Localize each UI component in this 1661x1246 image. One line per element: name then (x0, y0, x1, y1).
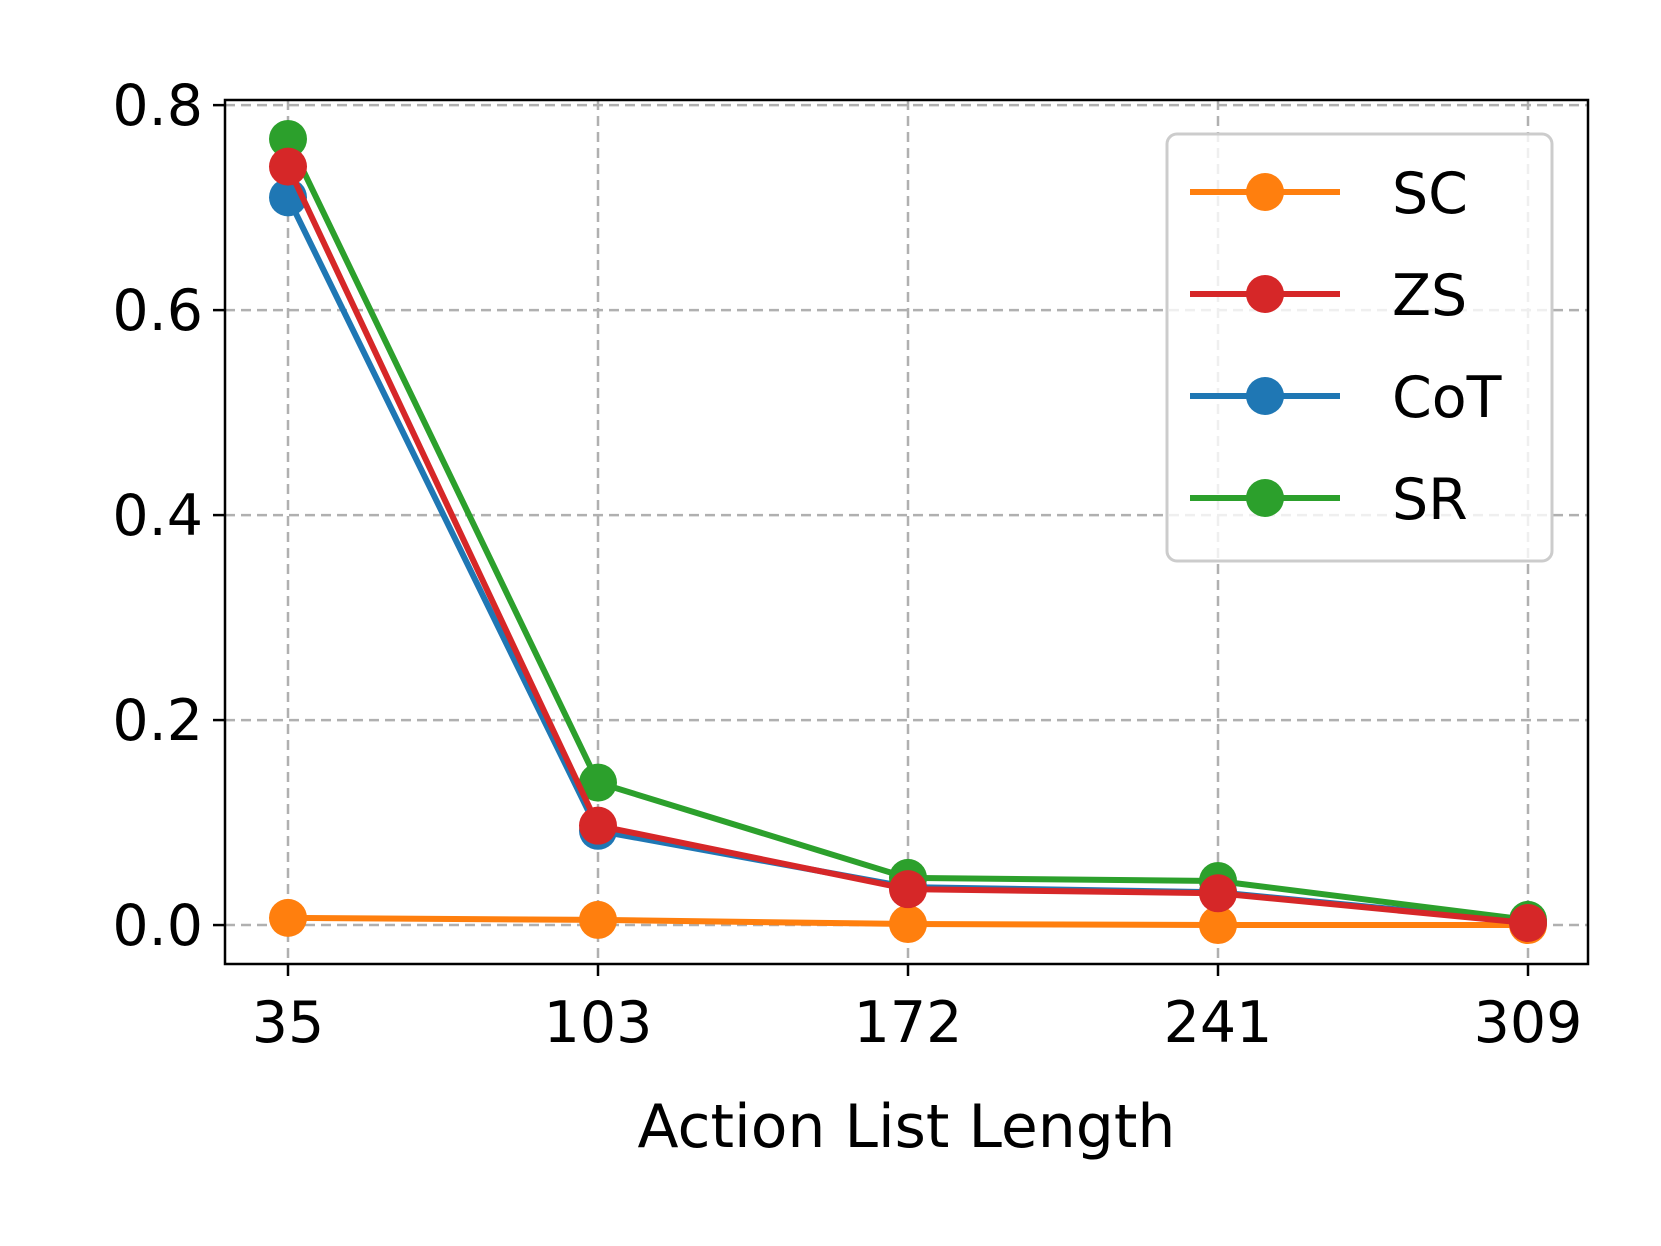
data-point-zs (269, 147, 307, 186)
x-tick-label: 35 (252, 990, 325, 1056)
data-point-sr (579, 763, 617, 802)
y-axis: 0.0 0.2 0.4 0.6 0.8 (112, 73, 225, 959)
y-tick-label: 0.0 (112, 893, 203, 959)
series-lines (269, 119, 1547, 945)
x-tick-label: 172 (854, 990, 963, 1056)
y-tick-label: 0.2 (112, 688, 203, 754)
data-point-sc (269, 898, 307, 937)
legend-item-sr: SR (1190, 467, 1468, 533)
legend-label: CoT (1392, 365, 1502, 431)
data-point-zs (1509, 904, 1547, 943)
y-tick-label: 0.4 (112, 483, 203, 549)
legend-label: ZS (1392, 263, 1467, 329)
plot-frame (223, 98, 1590, 966)
legend-marker (1246, 479, 1284, 517)
legend-label: SC (1392, 161, 1468, 227)
legend-item-sc: SC (1190, 161, 1468, 227)
legend-marker (1246, 173, 1284, 211)
legend-label: SR (1392, 467, 1468, 533)
data-point-sc (889, 905, 927, 944)
legend-marker (1246, 275, 1284, 313)
legend-marker (1246, 377, 1284, 415)
data-point-sc (1199, 906, 1237, 945)
legend: SC ZS CoT SR (1165, 132, 1554, 563)
data-point-zs (579, 806, 617, 845)
data-point-zs (889, 870, 927, 909)
series-zs (269, 147, 1547, 943)
y-tick-label: 0.8 (112, 73, 203, 139)
x-tick-label: 103 (544, 990, 653, 1056)
legend-item-cot: CoT (1190, 365, 1502, 431)
data-point-sr (269, 119, 307, 158)
x-axis: 35 103 172 241 309 (252, 964, 1583, 1056)
data-point-sc (579, 900, 617, 939)
data-point-zs (1199, 874, 1237, 913)
x-tick-label: 241 (1164, 990, 1273, 1056)
y-tick-label: 0.6 (112, 278, 203, 344)
x-tick-label: 309 (1474, 990, 1583, 1056)
legend-box (1165, 132, 1554, 563)
legend-item-zs: ZS (1190, 263, 1467, 329)
x-axis-title: Action List Length (638, 1092, 1176, 1162)
